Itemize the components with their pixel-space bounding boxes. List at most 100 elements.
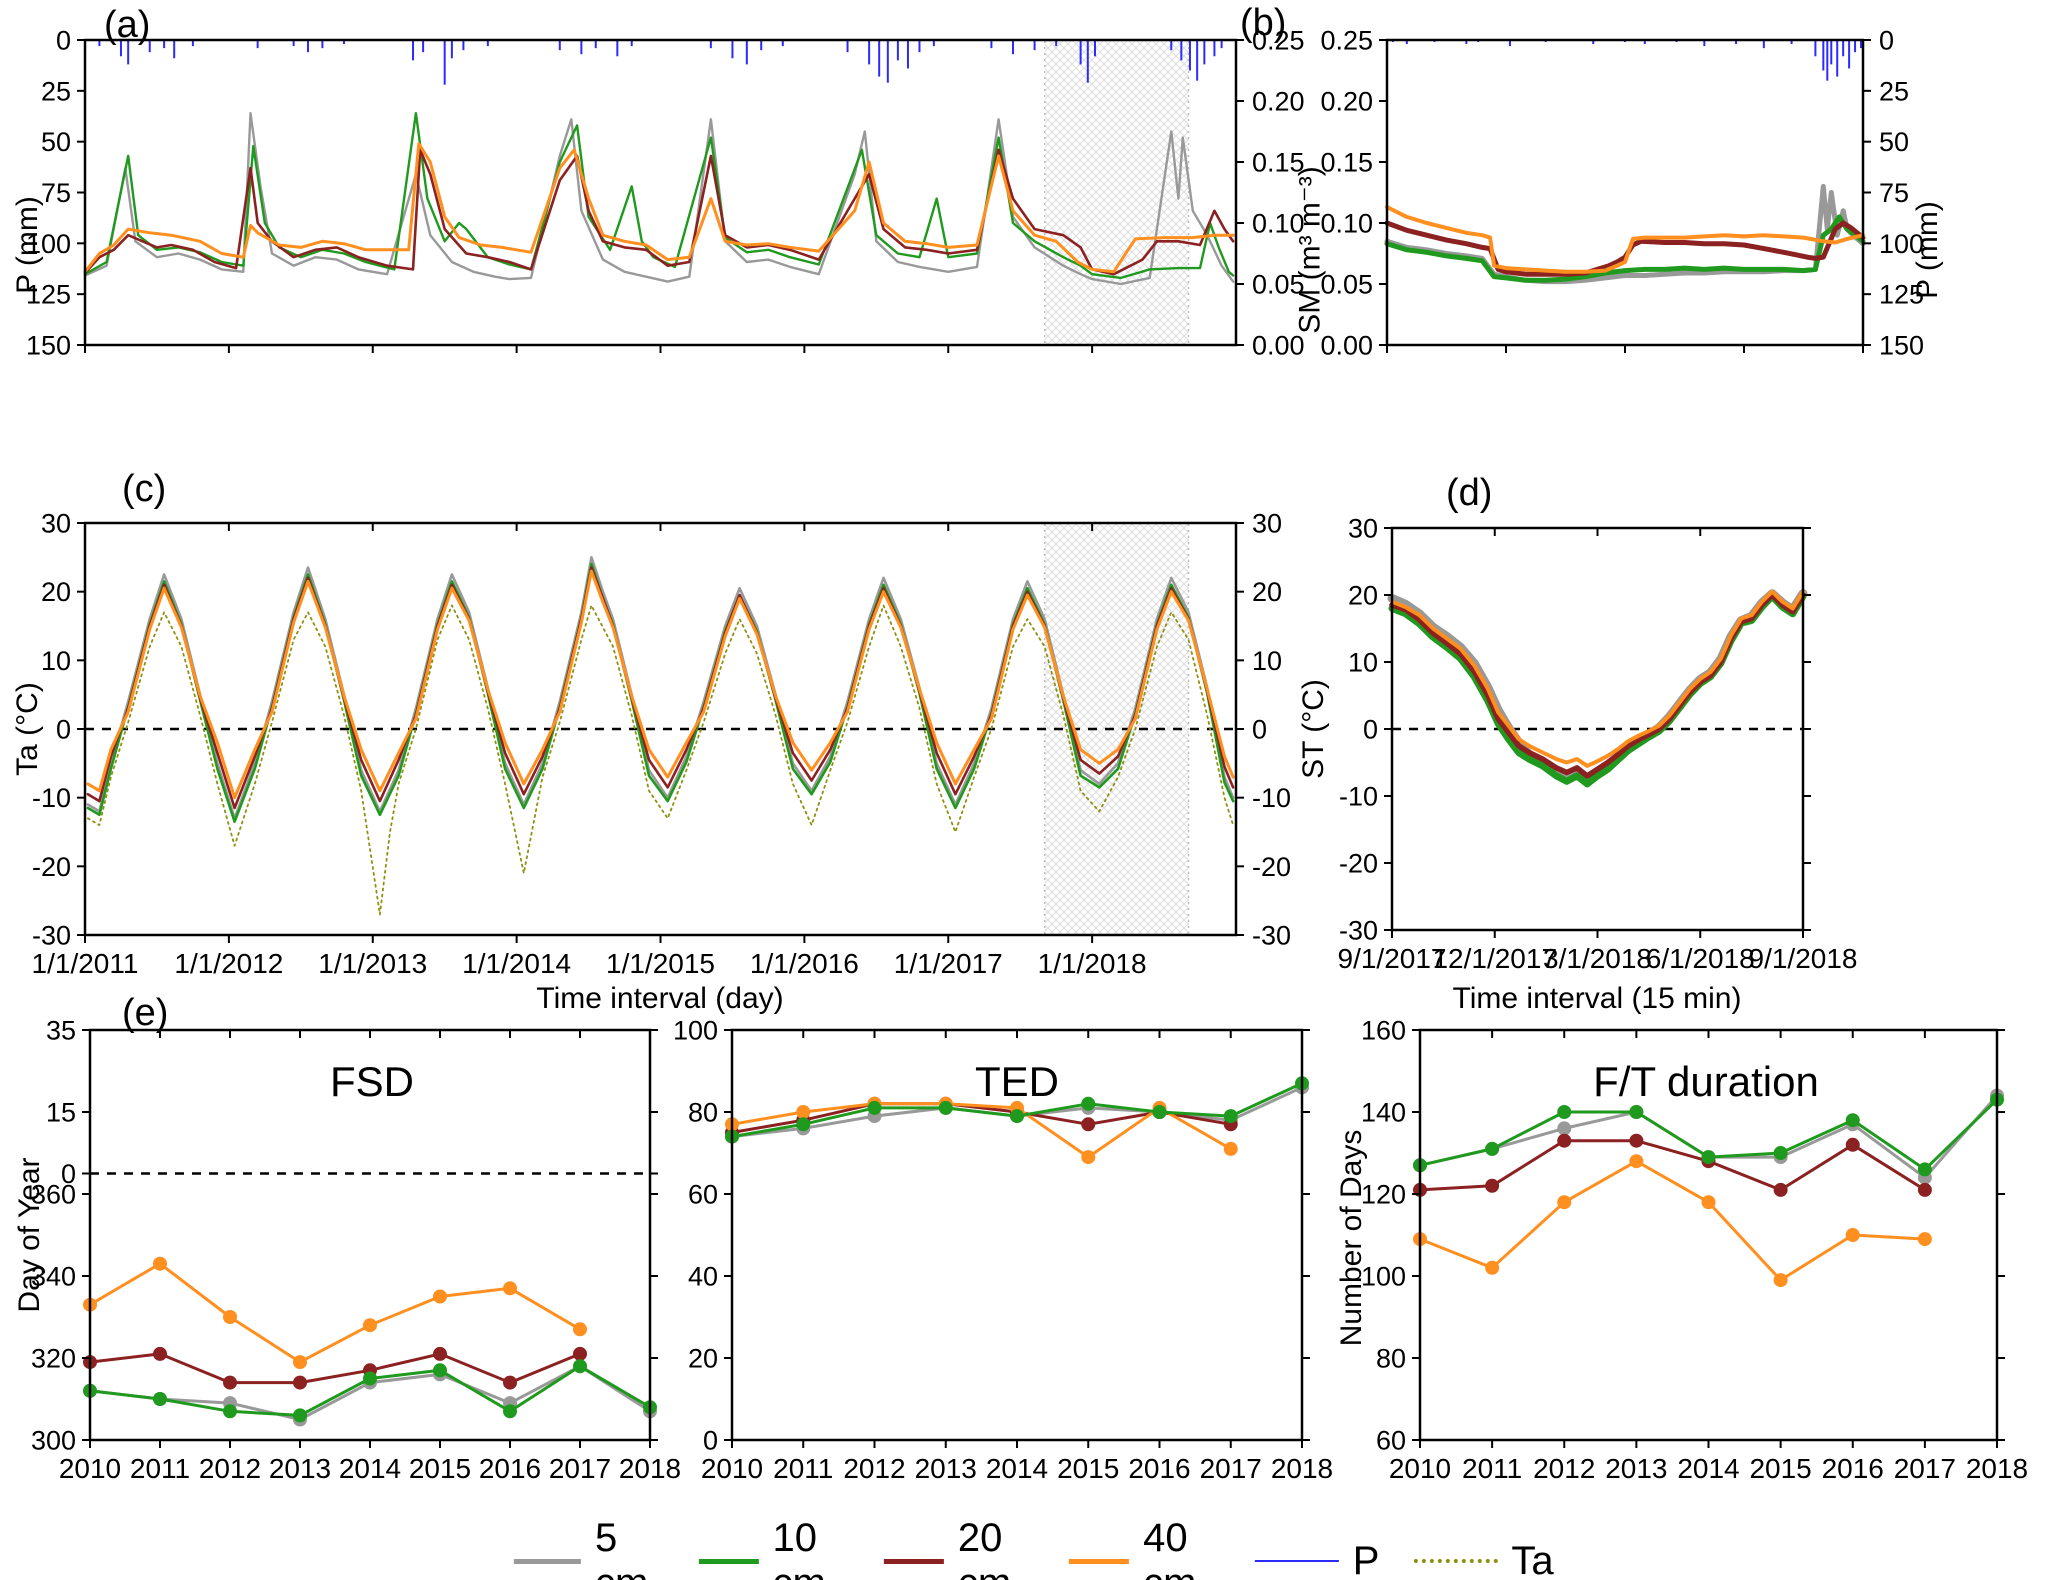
legend-label: 10 cm — [772, 1516, 826, 1580]
data-point — [433, 1363, 447, 1378]
legend-item-20-cm: 20 cm — [884, 1516, 1035, 1580]
y-tick-label: 100 — [673, 1015, 718, 1045]
x-tick-label: 2012 — [843, 1453, 905, 1484]
data-point — [293, 1375, 307, 1390]
y-tick-label: 20 — [1348, 580, 1378, 610]
x-tick-label: 2012 — [199, 1453, 261, 1484]
x-tick-label: 2017 — [549, 1453, 611, 1484]
legend-item-5-cm: 5 cm — [513, 1516, 664, 1580]
data-point — [153, 1346, 167, 1361]
x-tick-label: 2016 — [1128, 1453, 1190, 1484]
data-point — [363, 1371, 377, 1386]
data-point — [938, 1100, 953, 1115]
x-tick-label: 1/1/2013 — [318, 948, 427, 979]
y-tick-label: 0 — [1879, 25, 1894, 55]
x-tick-label: 2011 — [130, 1453, 190, 1484]
data-point — [223, 1310, 237, 1324]
sm-axis-label: SM (m³ m⁻³) — [1293, 166, 1327, 334]
y-tick-label: 0 — [1252, 714, 1267, 744]
y-tick-label: 100 — [1361, 1261, 1406, 1291]
y-tick-label: 20 — [41, 577, 71, 607]
x-tick-label: 2011 — [1462, 1453, 1522, 1484]
legend-swatch — [513, 1558, 581, 1564]
y-tick-label: 125 — [1879, 280, 1924, 310]
x-tick-label: 9/1/2018 — [1749, 943, 1858, 974]
data-point — [796, 1117, 811, 1132]
precip-bars — [1391, 40, 1863, 81]
data-point — [503, 1281, 517, 1296]
y-tick-label: -20 — [1252, 852, 1291, 882]
legend-label: Ta — [1511, 1538, 1554, 1580]
data-point — [1917, 1182, 1932, 1197]
legend-swatch — [1413, 1559, 1498, 1563]
legend-swatch — [1069, 1558, 1130, 1564]
legend-swatch — [1254, 1560, 1339, 1562]
x-tick-label: 2013 — [269, 1453, 331, 1484]
y-tick-label: 15 — [46, 1097, 76, 1127]
data-point — [573, 1359, 587, 1374]
y-tick-label: 140 — [1361, 1097, 1406, 1127]
y-tick-label: 30 — [1348, 513, 1378, 543]
y-tick-label: -30 — [32, 920, 71, 950]
data-point — [1081, 1096, 1096, 1111]
data-point — [1917, 1232, 1932, 1247]
x-tick-label: 1/1/2011 — [32, 948, 139, 979]
y-tick-label: 50 — [41, 127, 71, 157]
series-40cm — [1385, 205, 1865, 274]
data-point — [1773, 1146, 1788, 1160]
ft-title: F/T duration — [1593, 1058, 1819, 1105]
y-tick-label: 0 — [61, 1159, 76, 1189]
x-tick-label: 6/1/2018 — [1646, 943, 1755, 974]
y-tick-label: 25 — [1879, 76, 1909, 106]
data-point — [223, 1375, 237, 1390]
data-point — [1773, 1182, 1788, 1197]
y-tick-label: 150 — [1879, 330, 1924, 360]
panel-a-letter: (a) — [104, 4, 151, 46]
y-tick-label: 0.00 — [1320, 330, 1373, 360]
data-point — [1081, 1117, 1096, 1132]
x-tick-label: 2017 — [1200, 1453, 1262, 1484]
p-axis-label-b: P (mm) — [1911, 201, 1944, 299]
legend-label: 20 cm — [957, 1516, 1011, 1580]
x-tick-label: 1/1/2017 — [894, 948, 1003, 979]
data-point — [223, 1404, 237, 1419]
x-tick-label: 2016 — [479, 1453, 541, 1484]
series-40cm — [83, 1256, 587, 1370]
data-point — [153, 1392, 167, 1406]
panel-d-letter: (d) — [1446, 472, 1493, 514]
y-tick-label: 0.10 — [1320, 208, 1373, 238]
series-10cm — [1384, 214, 1866, 283]
y-tick-label: 0.15 — [1252, 147, 1305, 177]
panel-c-letter: (c) — [122, 468, 167, 510]
data-point — [796, 1105, 811, 1119]
data-point — [1557, 1105, 1572, 1119]
data-point — [1629, 1133, 1644, 1148]
x-tick-label: 2010 — [1389, 1453, 1451, 1484]
x-tick-label: 2014 — [1677, 1453, 1739, 1484]
series-40cm — [1390, 589, 1805, 768]
series-20cm — [1413, 1133, 1932, 1197]
data-point — [153, 1256, 167, 1271]
y-tick-label: 10 — [1348, 647, 1378, 677]
data-point — [293, 1355, 307, 1370]
y-tick-label: 30 — [41, 508, 71, 538]
data-point — [1010, 1109, 1024, 1124]
data-point — [433, 1289, 447, 1304]
x-tick-label: 2013 — [1605, 1453, 1667, 1484]
y-tick-label: 75 — [41, 178, 71, 208]
x-tick-label: 1/1/2015 — [606, 948, 715, 979]
series-10cm — [725, 1076, 1309, 1144]
data-point — [573, 1322, 587, 1337]
y-tick-label: 0.25 — [1252, 25, 1305, 55]
y-tick-label: 60 — [1376, 1425, 1406, 1455]
highlight-region — [1044, 41, 1189, 344]
series-20cm — [83, 1346, 587, 1390]
st-axis-label: ST (°C) — [1297, 679, 1330, 779]
panel-e-letter: (e) — [122, 992, 169, 1034]
data-point — [1629, 1154, 1644, 1169]
legend-swatch — [884, 1558, 944, 1564]
legend-label: 5 cm — [594, 1516, 648, 1580]
y-tick-label: -20 — [32, 852, 71, 882]
panel-a: 0 25 50 75 100 125 150 0.25 0.20 0.15 0.10 0.05 0.00 — [26, 25, 1305, 360]
